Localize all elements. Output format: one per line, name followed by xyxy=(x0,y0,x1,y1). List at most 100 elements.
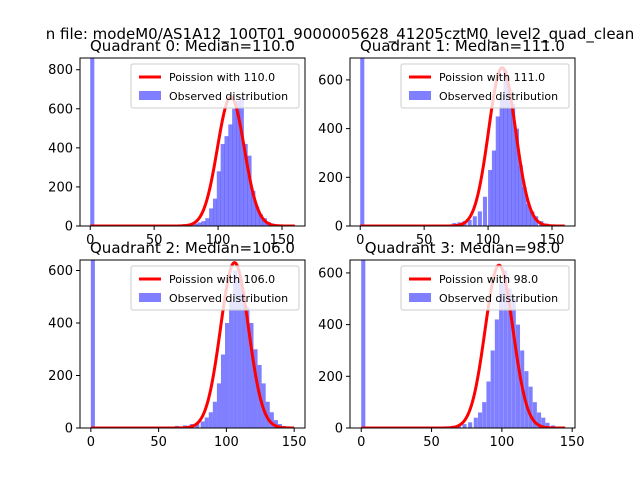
x-tick-label: 150 xyxy=(282,435,307,450)
observed-bar xyxy=(537,412,542,428)
observed-bar xyxy=(526,204,531,226)
x-tick-label: 0 xyxy=(87,435,95,450)
x-tick-label: 0 xyxy=(356,233,364,248)
observed-bar xyxy=(195,423,200,428)
y-tick-label: 0 xyxy=(335,220,343,235)
observed-bar xyxy=(499,99,504,226)
x-tick-label: 100 xyxy=(206,233,231,248)
observed-bar xyxy=(229,302,234,428)
observed-bar xyxy=(201,221,206,226)
observed-bar xyxy=(522,187,527,226)
y-tick-label: 600 xyxy=(318,73,343,88)
legend-entry-poisson: Poission with 106.0 xyxy=(169,273,275,286)
observed-bar xyxy=(200,421,205,428)
observed-bar xyxy=(514,128,519,226)
x-tick-label: 150 xyxy=(270,233,295,248)
x-tick-label: 100 xyxy=(476,233,501,248)
legend: Poission with 111.0 Observed distribution xyxy=(400,63,570,109)
axes-frame xyxy=(79,57,306,227)
x-tick-label: 50 xyxy=(146,233,163,248)
legend-box xyxy=(130,265,300,311)
x-tick-label: 50 xyxy=(150,435,167,450)
x-tick-label: 0 xyxy=(86,233,94,248)
observed-bar xyxy=(511,298,516,428)
observed-bar xyxy=(511,104,516,226)
y-tick-label: 200 xyxy=(48,180,73,195)
observed-bar xyxy=(491,150,496,226)
observed-bar xyxy=(232,108,237,226)
observed-bar xyxy=(477,211,482,226)
observed-bar xyxy=(541,417,546,428)
observed-bar xyxy=(482,402,487,428)
observed-bar xyxy=(468,422,473,428)
x-tick-label: 50 xyxy=(423,435,440,450)
observed-bar xyxy=(515,324,521,428)
observed-bar xyxy=(477,412,483,428)
x-tick-label: 0 xyxy=(357,435,365,450)
observed-bar xyxy=(255,206,260,226)
observed-bar xyxy=(209,208,214,226)
observed-bar xyxy=(243,143,248,226)
legend-box xyxy=(400,63,570,109)
observed-bar xyxy=(235,100,241,226)
observed-bar xyxy=(239,97,244,226)
legend-patch-swatch xyxy=(409,293,431,302)
y-tick-label: 200 xyxy=(318,171,343,186)
x-tick-label: 100 xyxy=(489,435,514,450)
legend-patch-swatch xyxy=(409,91,431,100)
y-tick-label: 200 xyxy=(48,369,73,384)
observed-bar xyxy=(90,58,95,226)
x-tick-label: 50 xyxy=(416,233,433,248)
legend-box xyxy=(400,265,570,311)
observed-bar xyxy=(490,350,495,428)
chart-panel-3: 0 50 100 150 0 200 400 600 Quadrant 3: Median=98… xyxy=(318,239,584,450)
observed-bar xyxy=(530,211,535,226)
y-tick-label: 600 xyxy=(48,102,73,117)
poisson-curve xyxy=(89,95,296,226)
observed-bar xyxy=(220,143,225,226)
observed-bar xyxy=(233,270,238,428)
poisson-curve xyxy=(90,261,295,428)
observed-bar xyxy=(532,402,537,428)
y-tick-label: 400 xyxy=(318,318,343,333)
legend-box xyxy=(130,63,300,109)
legend: Poission with 110.0 Observed distribution xyxy=(130,63,300,109)
panel-title: Quadrant 0: Median=110.0 xyxy=(90,37,295,55)
observed-bar xyxy=(507,89,512,226)
x-tick-label: 100 xyxy=(214,435,239,450)
observed-bar xyxy=(360,58,365,226)
observed-bar xyxy=(495,116,500,226)
observed-bar xyxy=(90,260,95,428)
legend-entry-poisson: Poission with 111.0 xyxy=(439,71,545,84)
y-tick-label: 600 xyxy=(48,264,73,279)
observed-bar xyxy=(251,190,256,226)
x-tick-label: 150 xyxy=(540,233,565,248)
y-tick-label: 400 xyxy=(318,122,343,137)
observed-bar xyxy=(507,288,512,428)
observed-bar xyxy=(361,260,366,428)
y-tick-label: 800 xyxy=(48,63,73,78)
chart-panel-0: 0 50 100 150 0 200 400 600 800 Quadrant 0: Median… xyxy=(48,37,306,248)
axes-frame xyxy=(349,259,576,429)
y-tick-label: 600 xyxy=(318,266,343,281)
observed-bar xyxy=(228,124,233,226)
panel-title: Quadrant 2: Median=106.0 xyxy=(90,239,295,257)
observed-bar xyxy=(473,417,478,428)
legend-patch-swatch xyxy=(139,91,161,100)
observed-bar xyxy=(467,219,472,226)
axes-frame xyxy=(79,259,306,429)
observed-bar xyxy=(253,349,258,428)
observed-bar xyxy=(472,216,477,226)
panel-title: Quadrant 3: Median=98.0 xyxy=(365,239,560,257)
chart-panel-1: 0 50 100 150 0 200 400 600 Quadrant 1: Median=11… xyxy=(318,37,576,248)
observed-bar xyxy=(249,323,254,428)
observed-bar xyxy=(503,270,508,428)
observed-bar xyxy=(462,424,467,428)
figure-suptitle: n file: modeM0/AS1A12_100T01_9000005628_… xyxy=(46,25,635,44)
observed-bar xyxy=(269,412,274,428)
observed-bar xyxy=(208,412,213,428)
y-tick-label: 400 xyxy=(48,141,73,156)
y-tick-label: 400 xyxy=(48,317,73,332)
observed-bar xyxy=(258,214,264,226)
axes-frame xyxy=(349,57,576,227)
